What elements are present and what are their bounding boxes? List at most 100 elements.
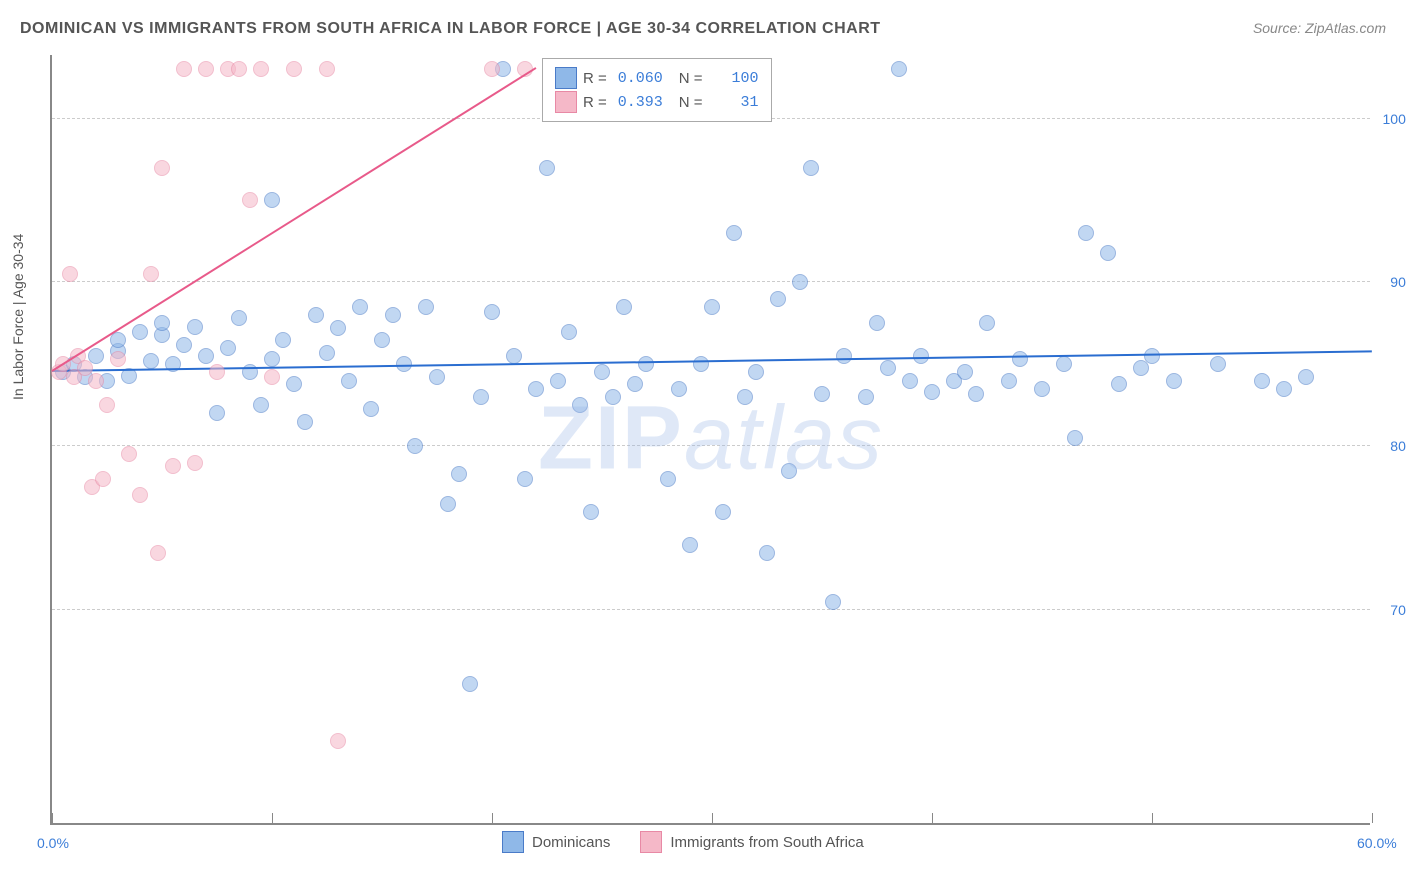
data-point xyxy=(924,384,940,400)
data-point xyxy=(341,373,357,389)
r-label: R = xyxy=(583,94,607,111)
data-point xyxy=(1111,376,1127,392)
data-point xyxy=(1210,356,1226,372)
data-point xyxy=(62,266,78,282)
data-point xyxy=(825,594,841,610)
gridline-h xyxy=(52,445,1370,446)
legend-swatch xyxy=(555,91,577,113)
data-point xyxy=(187,319,203,335)
data-point xyxy=(319,61,335,77)
data-point xyxy=(627,376,643,392)
data-point xyxy=(374,332,390,348)
x-tick-label: 60.0% xyxy=(1357,835,1397,851)
data-point xyxy=(187,455,203,471)
x-tick-mark xyxy=(52,813,53,823)
data-point xyxy=(770,291,786,307)
data-point xyxy=(154,315,170,331)
data-point xyxy=(869,315,885,331)
legend-item: Immigrants from South Africa xyxy=(640,831,863,853)
data-point xyxy=(638,356,654,372)
data-point xyxy=(1100,245,1116,261)
data-point xyxy=(550,373,566,389)
data-point xyxy=(253,61,269,77)
data-point xyxy=(264,192,280,208)
data-point xyxy=(154,160,170,176)
data-point xyxy=(693,356,709,372)
data-point xyxy=(407,438,423,454)
data-point xyxy=(880,360,896,376)
data-point xyxy=(605,389,621,405)
data-point xyxy=(968,386,984,402)
data-point xyxy=(1078,225,1094,241)
data-point xyxy=(836,348,852,364)
legend-label: Immigrants from South Africa xyxy=(670,834,863,851)
n-value: 31 xyxy=(709,94,759,111)
data-point xyxy=(715,504,731,520)
data-point xyxy=(902,373,918,389)
data-point xyxy=(1012,351,1028,367)
data-point xyxy=(363,401,379,417)
data-point xyxy=(583,504,599,520)
data-point xyxy=(1254,373,1270,389)
data-point xyxy=(143,353,159,369)
data-point xyxy=(319,345,335,361)
data-point xyxy=(572,397,588,413)
legend-row: R =0.060N =100 xyxy=(555,67,759,89)
x-tick-mark xyxy=(932,813,933,823)
data-point xyxy=(814,386,830,402)
n-value: 100 xyxy=(709,70,759,87)
data-point xyxy=(110,351,126,367)
watermark-logo: ZIPatlas xyxy=(538,388,884,491)
legend-label: Dominicans xyxy=(532,834,610,851)
data-point xyxy=(891,61,907,77)
data-point xyxy=(220,340,236,356)
data-point xyxy=(759,545,775,561)
data-point xyxy=(484,61,500,77)
data-point xyxy=(132,324,148,340)
data-point xyxy=(242,192,258,208)
source-attribution: Source: ZipAtlas.com xyxy=(1253,20,1386,36)
y-tick-label: 90.0% xyxy=(1390,274,1406,290)
data-point xyxy=(209,405,225,421)
data-point xyxy=(1166,373,1182,389)
data-point xyxy=(561,324,577,340)
data-point xyxy=(297,414,313,430)
data-point xyxy=(418,299,434,315)
data-point xyxy=(150,545,166,561)
data-point xyxy=(1001,373,1017,389)
data-point xyxy=(440,496,456,512)
legend-swatch xyxy=(502,831,524,853)
legend-row: R =0.393N =31 xyxy=(555,91,759,113)
data-point xyxy=(231,61,247,77)
data-point xyxy=(88,373,104,389)
data-point xyxy=(231,310,247,326)
data-point xyxy=(737,389,753,405)
data-point xyxy=(209,364,225,380)
x-tick-mark xyxy=(272,813,273,823)
data-point xyxy=(748,364,764,380)
data-point xyxy=(1034,381,1050,397)
data-point xyxy=(143,266,159,282)
r-value: 0.393 xyxy=(613,94,663,111)
data-point xyxy=(352,299,368,315)
chart-plot-area: ZIPatlas R =0.060N =100R =0.393N =31 Dom… xyxy=(50,55,1370,825)
data-point xyxy=(858,389,874,405)
data-point xyxy=(1144,348,1160,364)
data-point xyxy=(286,61,302,77)
data-point xyxy=(539,160,555,176)
data-point xyxy=(726,225,742,241)
series-legend: Dominicans Immigrants from South Africa xyxy=(502,831,864,853)
data-point xyxy=(528,381,544,397)
chart-title: DOMINICAN VS IMMIGRANTS FROM SOUTH AFRIC… xyxy=(20,20,881,38)
data-point xyxy=(275,332,291,348)
data-point xyxy=(95,471,111,487)
r-value: 0.060 xyxy=(613,70,663,87)
data-point xyxy=(99,397,115,413)
data-point xyxy=(704,299,720,315)
data-point xyxy=(1056,356,1072,372)
data-point xyxy=(308,307,324,323)
legend-swatch xyxy=(555,67,577,89)
data-point xyxy=(121,446,137,462)
data-point xyxy=(616,299,632,315)
gridline-h xyxy=(52,281,1370,282)
